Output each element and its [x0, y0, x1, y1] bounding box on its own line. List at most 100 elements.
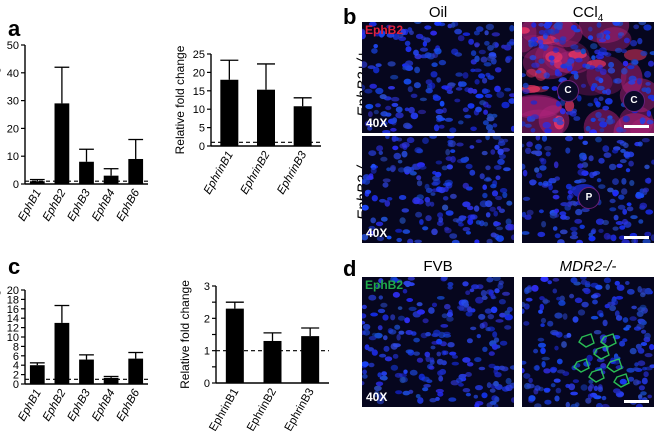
- nucleus: [414, 66, 421, 74]
- nucleus: [530, 114, 539, 120]
- nucleus: [598, 38, 607, 43]
- nucleus: [522, 308, 525, 314]
- central-vein-marker-2: C: [623, 90, 645, 112]
- nucleus: [494, 85, 501, 93]
- nucleus: [582, 154, 587, 161]
- nucleus: [482, 77, 488, 84]
- nucleus: [479, 200, 489, 208]
- nucleus: [509, 365, 514, 370]
- nucleus: [391, 136, 397, 143]
- nucleus: [623, 116, 629, 122]
- nucleus: [572, 316, 579, 323]
- nucleus: [626, 202, 632, 207]
- nucleus: [440, 277, 447, 282]
- nucleus: [474, 79, 480, 85]
- nucleus: [475, 26, 484, 32]
- nucleus: [429, 398, 437, 403]
- nucleus: [478, 49, 486, 55]
- category-label: EphrinB1: [207, 387, 241, 434]
- nucleus: [384, 200, 391, 207]
- nucleus: [571, 231, 578, 236]
- nucleus: [625, 281, 630, 285]
- nucleus: [376, 236, 384, 242]
- category-label: EphrinB3: [283, 387, 317, 434]
- nucleus: [526, 141, 533, 148]
- nucleus: [569, 293, 575, 299]
- nucleus: [375, 87, 384, 95]
- nucleus: [528, 395, 536, 402]
- nucleus: [541, 356, 550, 361]
- nucleus: [470, 50, 477, 57]
- nucleus: [446, 164, 453, 170]
- nucleus: [549, 60, 555, 66]
- nucleus: [383, 345, 390, 352]
- nucleus: [392, 277, 399, 283]
- nucleus: [387, 61, 396, 67]
- nucleus: [555, 100, 561, 107]
- ephb2-green-signal: [588, 368, 605, 383]
- nucleus: [456, 142, 464, 147]
- nucleus: [644, 178, 652, 184]
- nucleus: [497, 141, 506, 146]
- nucleus: [603, 30, 611, 35]
- nucleus: [438, 59, 447, 66]
- nucleus: [576, 239, 583, 243]
- nucleus: [455, 87, 463, 91]
- nucleus: [494, 67, 502, 73]
- magnification-label-ko: 40X: [366, 226, 388, 240]
- nucleus: [473, 205, 480, 212]
- nucleus: [534, 385, 541, 391]
- nucleus: [467, 87, 474, 94]
- nucleus: [431, 333, 439, 338]
- nucleus: [605, 118, 614, 125]
- nucleus: [596, 32, 603, 39]
- nucleus: [414, 239, 422, 243]
- nucleus: [382, 182, 389, 188]
- nucleus: [629, 347, 637, 355]
- micrograph-wt-ccl4: [522, 22, 654, 133]
- nucleus: [556, 358, 563, 365]
- nucleus: [508, 98, 514, 104]
- nucleus: [599, 313, 604, 318]
- nucleus: [548, 55, 555, 61]
- nucleus: [439, 100, 445, 107]
- nucleus: [540, 277, 549, 282]
- y-tick-label: 0: [204, 378, 210, 390]
- nucleus: [447, 285, 453, 290]
- nucleus: [394, 33, 399, 37]
- nucleus: [404, 40, 411, 46]
- y-tick-label: 8: [13, 341, 19, 353]
- nucleus: [473, 30, 480, 36]
- nucleus: [615, 221, 624, 225]
- nucleus: [524, 123, 532, 128]
- nucleus: [391, 102, 399, 107]
- panel-label-a: a: [8, 16, 21, 41]
- nucleus: [458, 81, 467, 87]
- nucleus: [552, 277, 560, 282]
- nucleus: [470, 126, 477, 132]
- nucleus: [616, 284, 625, 291]
- nucleus: [501, 101, 510, 109]
- nucleus: [401, 142, 410, 148]
- nucleus: [499, 188, 508, 193]
- category-label: EphB6: [115, 387, 143, 423]
- nucleus: [622, 317, 629, 323]
- nucleus: [498, 365, 505, 371]
- nucleus: [470, 214, 478, 220]
- nucleus: [502, 291, 510, 296]
- nucleus: [640, 391, 647, 396]
- column-header-ccl4-subscript: 4: [597, 13, 604, 24]
- nucleus: [405, 60, 414, 67]
- nucleus: [413, 82, 421, 89]
- nucleus: [581, 208, 590, 213]
- nucleus: [404, 317, 410, 324]
- chart-a-eph-receptors: 0 10 20 30 40 50 Relative fold change EphB1 EphB…: [0, 40, 148, 223]
- nucleus: [390, 364, 399, 371]
- nucleus: [588, 235, 596, 242]
- nucleus: [454, 98, 461, 103]
- nucleus: [416, 180, 423, 187]
- nucleus: [645, 209, 654, 215]
- y-axis-label: Relative fold change: [178, 280, 192, 389]
- bar: [128, 158, 144, 184]
- nucleus: [639, 304, 647, 310]
